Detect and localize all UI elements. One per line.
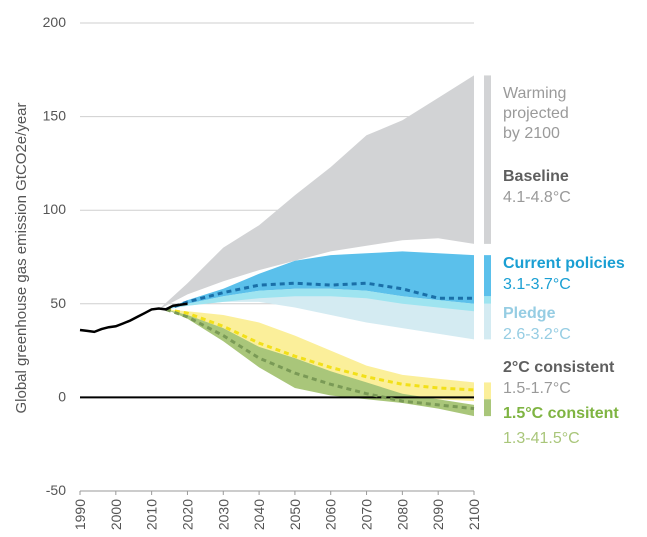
legend-one-five-range: 1.3-41.5°C (503, 430, 580, 447)
legend-bar-pledge-overlap (484, 296, 491, 304)
band-pledge-current-overlap (166, 288, 474, 312)
x-tick-label-2050: 2050 (287, 499, 303, 530)
legend-one-five-name: 1.5°C consitent (503, 405, 619, 422)
legend-bar-one-five-degree (484, 399, 491, 417)
y-tick-label-100: 100 (43, 201, 67, 217)
scenario-lines (79, 281, 475, 411)
legend-bar-two-degree (484, 382, 491, 400)
line-two-degree-central (165, 307, 475, 392)
line-historical (79, 302, 188, 334)
legend-pledge-range: 2.6-3.2°C (503, 326, 571, 343)
x-tick-label-2020: 2020 (179, 499, 195, 530)
legend-baseline-name: Baseline (503, 168, 569, 185)
x-tick-label-1990: 1990 (72, 499, 88, 530)
band-two-degree (166, 309, 474, 402)
y-tick-label-0: 0 (58, 388, 66, 404)
y-axis-label: Global greenhouse gas emission GtCO2e/ye… (13, 102, 30, 413)
legend-header-line-1: Warming (503, 85, 566, 102)
x-tick-label-2010: 2010 (144, 499, 160, 530)
y-tick-label-150: 150 (43, 108, 67, 124)
band-one-five-degree (166, 309, 474, 417)
legend-header-line-3: by 2100 (503, 125, 560, 142)
scenario-bands (158, 75, 475, 417)
legend-bar-baseline (484, 75, 491, 244)
legend-pledge-name: Pledge (503, 305, 556, 322)
y-tick-label-200: 200 (43, 14, 67, 30)
band-current-policies (166, 251, 474, 310)
x-tick-label-2080: 2080 (394, 499, 410, 530)
legend-two-degree-name: 2°C consistent (503, 359, 615, 376)
x-tick-label-2070: 2070 (359, 499, 375, 530)
x-tick-label-2100: 2100 (466, 499, 482, 530)
legend-two-degree-range: 1.5-1.7°C (503, 380, 571, 397)
x-tick-label-2090: 2090 (430, 499, 446, 530)
legend-current-name: Current policies (503, 255, 625, 272)
band-baseline (158, 75, 475, 310)
y-tick-label-50: 50 (50, 295, 66, 311)
legend-bar-pledge (484, 303, 491, 340)
legend-current-range: 3.1-3.7°C (503, 276, 571, 293)
x-tick-label-2000: 2000 (108, 499, 124, 530)
x-tick-label-2030: 2030 (215, 499, 231, 530)
legend-baseline-range: 4.1-4.8°C (503, 189, 571, 206)
legend-bars (484, 75, 491, 417)
x-tick-label-2060: 2060 (323, 499, 339, 530)
x-tick-label-2040: 2040 (251, 499, 267, 530)
legend-bar-current-policies (484, 255, 491, 297)
axis-ticks: 200 150 100 50 0 -50 1990 2000 2010 2020 2030 2040 2… (43, 14, 482, 530)
legend-header-line-2: projected (503, 105, 569, 122)
line-one-five-degree-central (165, 307, 475, 411)
y-tick-label--50: -50 (46, 482, 66, 498)
